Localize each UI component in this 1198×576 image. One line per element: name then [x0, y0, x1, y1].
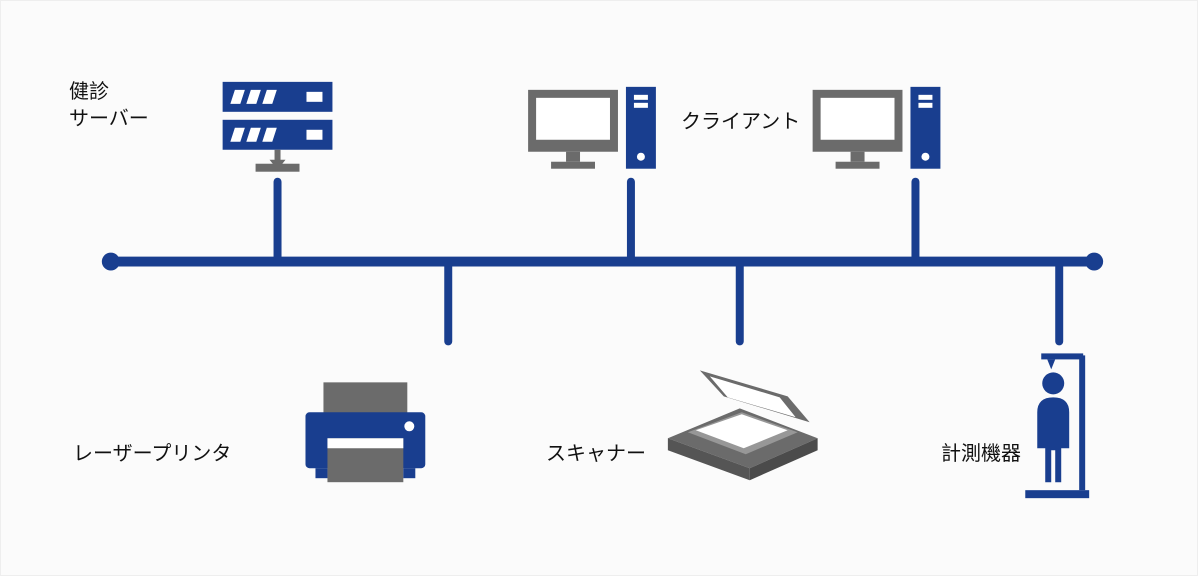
- printer-icon: [305, 382, 425, 482]
- measuring-device-icon: [1025, 353, 1089, 498]
- scanner-icon: [668, 370, 818, 480]
- label-printer: レーザープリンタ: [73, 441, 231, 468]
- server-icon: [223, 82, 333, 172]
- label-client: クライアント: [681, 109, 800, 136]
- diagram-svg: [1, 1, 1197, 576]
- client-icon: [813, 87, 941, 169]
- label-server: 健診 サーバー: [69, 79, 149, 133]
- label-scanner: スキャナー: [546, 441, 646, 468]
- network-diagram: 健診 サーバークライアントレーザープリンタ スキャナー 計測機器: [0, 0, 1198, 576]
- client-icon: [528, 87, 656, 169]
- label-measure: 計測機器: [941, 441, 1021, 468]
